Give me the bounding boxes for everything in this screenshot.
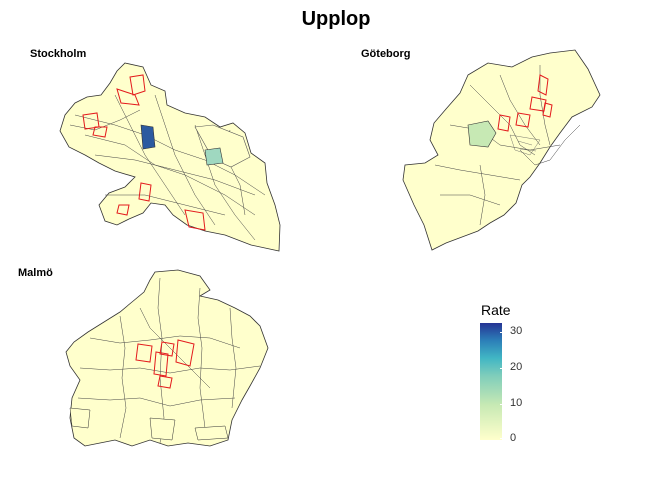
legend-tick-mark: [500, 368, 503, 369]
goteborg-highlighted-areas: [497, 74, 553, 132]
legend-tick-mark: [500, 438, 503, 439]
stockholm-mid-rate-area: [204, 147, 224, 166]
legend-tick-label: 30: [510, 325, 523, 337]
legend-tick-mark: [500, 332, 503, 333]
goteborg-mid-rate-area: [467, 120, 497, 148]
legend-tick-label: 0: [510, 432, 517, 444]
goteborg-outline: [402, 49, 601, 251]
malmo-map: [65, 269, 269, 447]
panel-label-malmo: Malmö: [18, 267, 53, 279]
goteborg-map: [402, 49, 601, 251]
panel-label-stockholm: Stockholm: [30, 48, 87, 60]
stockholm-outline: [59, 62, 281, 252]
stockholm-highlighted-areas: [82, 74, 206, 231]
stockholm-map: [59, 62, 281, 252]
panel-label-goteborg: Göteborg: [361, 48, 411, 60]
malmo-outline: [65, 269, 269, 447]
legend-title: Rate: [481, 302, 511, 318]
malmo-highlighted-areas: [135, 339, 195, 389]
legend-tick-mark: [500, 404, 503, 405]
legend-color-bar: [480, 323, 502, 440]
legend-tick-label: 20: [510, 361, 523, 373]
stockholm-high-rate-area: [140, 124, 156, 150]
chart-title: Upplop: [301, 8, 371, 30]
legend-tick-label: 10: [510, 397, 523, 409]
